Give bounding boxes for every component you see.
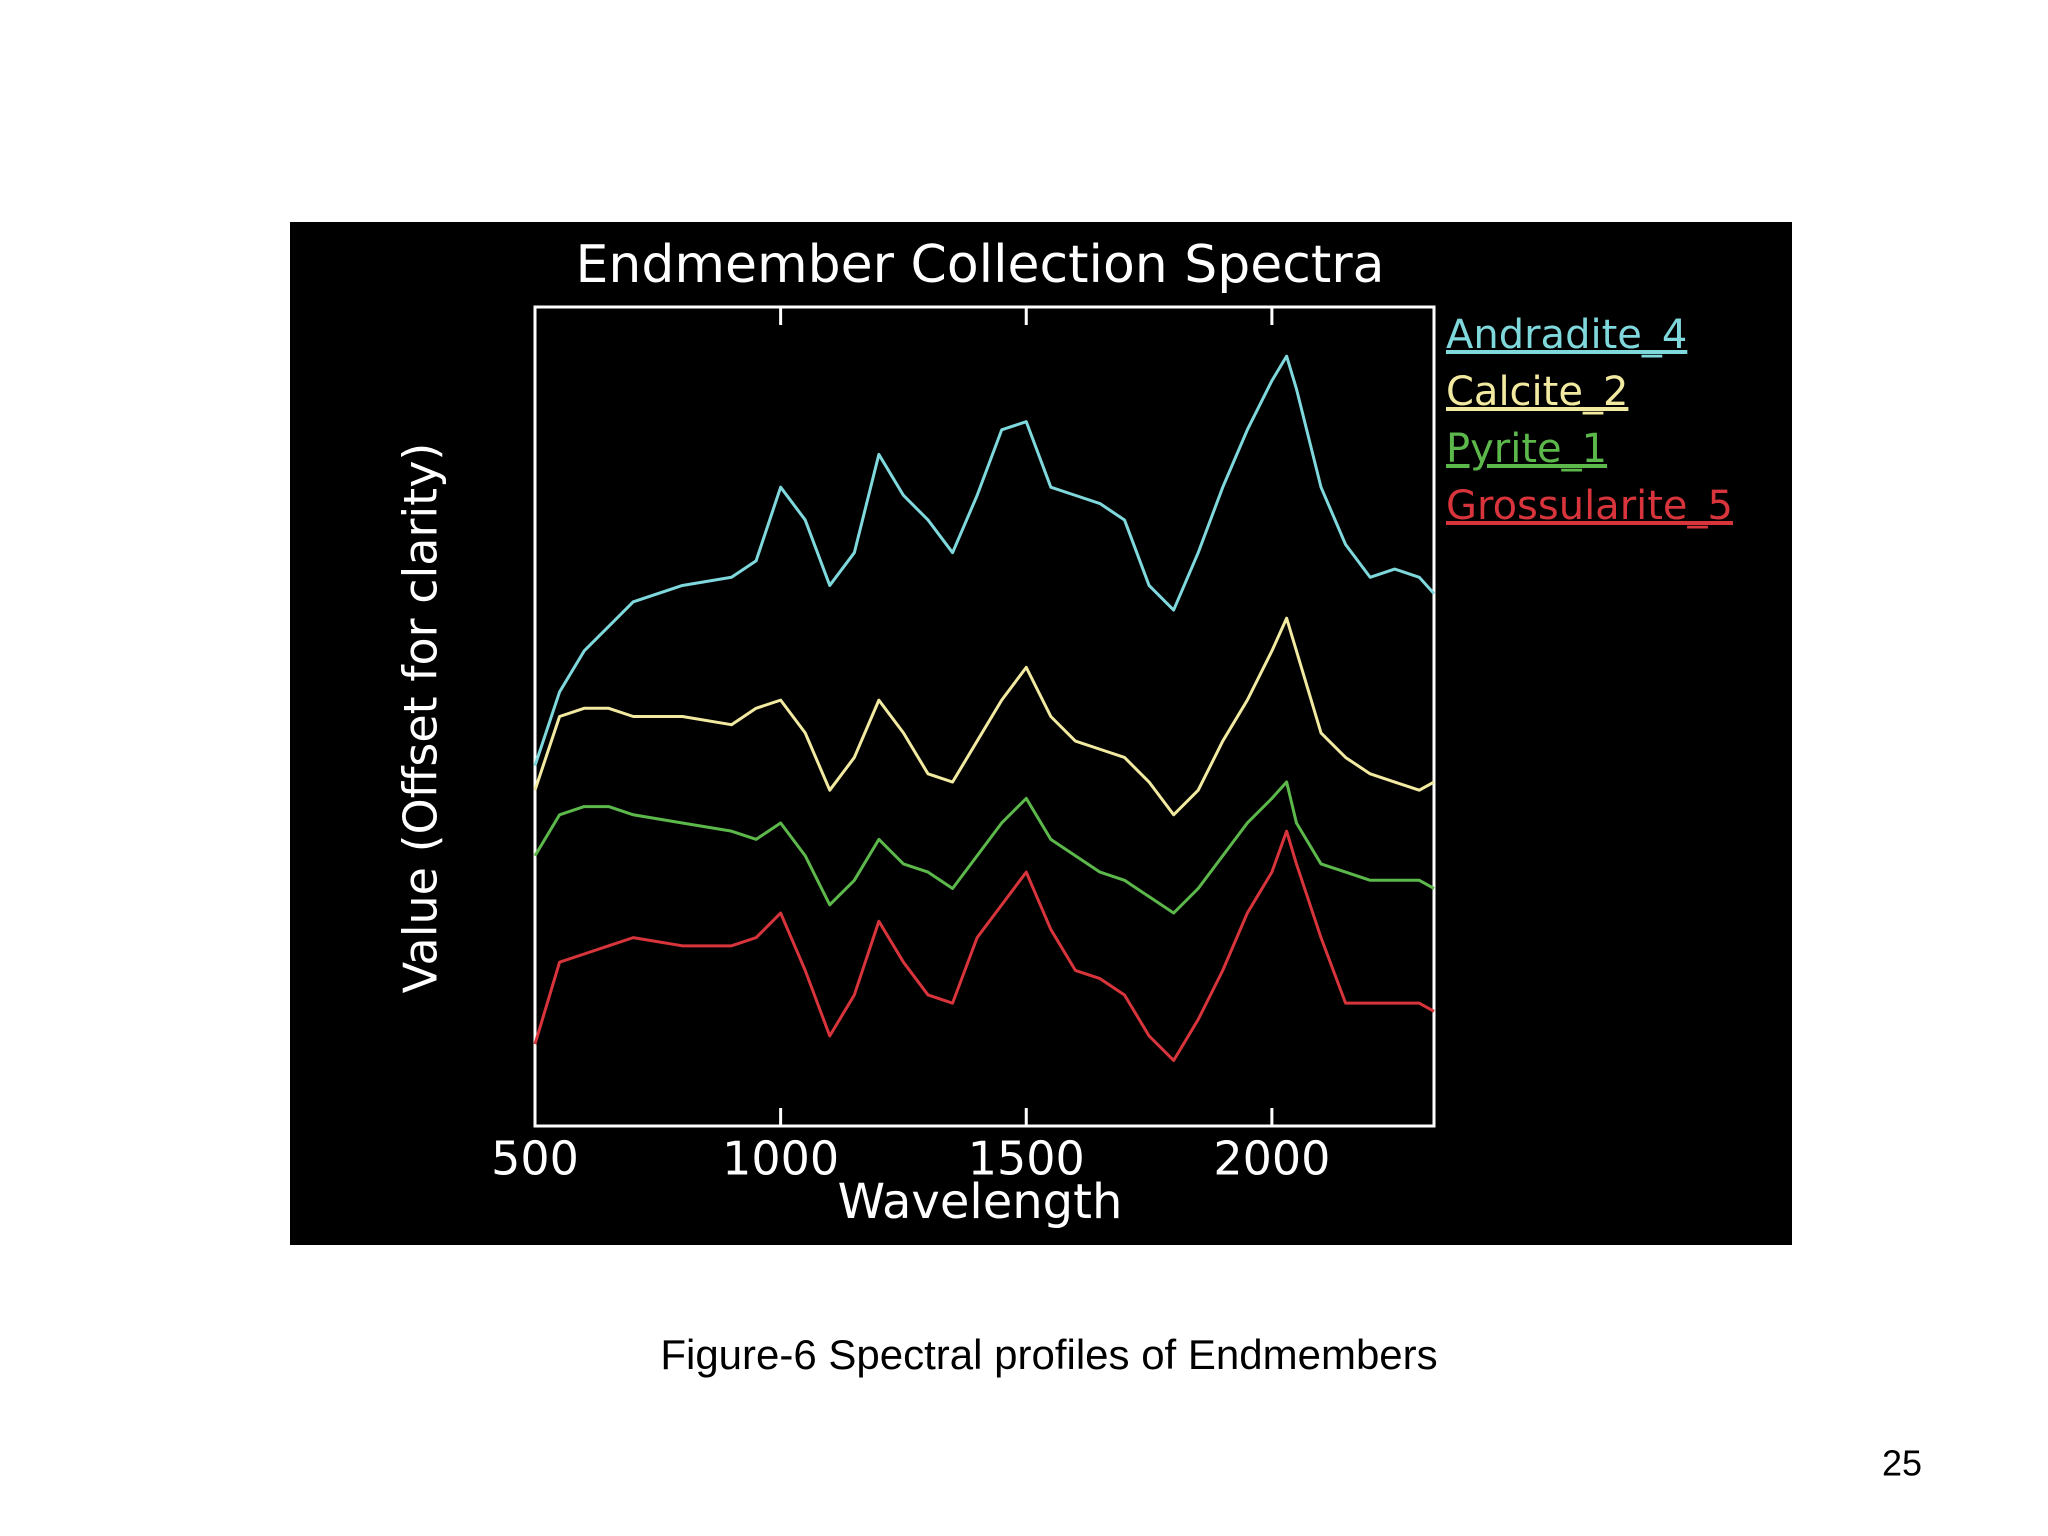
page-number: 25 (1882, 1443, 1922, 1484)
caption: Figure-6 Spectral profiles of Endmembers (660, 1331, 1437, 1378)
legend-label: Grossularite_5 (1446, 483, 1733, 529)
chart-background (290, 222, 1792, 1245)
legend-label: Pyrite_1 (1446, 426, 1607, 472)
y-axis-label: Value (Offset for clarity) (394, 443, 448, 994)
spectrum-line (533, 616, 1435, 817)
legend-label: Calcite_2 (1446, 369, 1628, 415)
x-tick-label: 500 (491, 1132, 579, 1186)
x-tick-label: 1500 (968, 1132, 1085, 1186)
spectrum-line (533, 829, 1435, 1062)
x-tick-label: 2000 (1213, 1132, 1330, 1186)
chart-title: Endmember Collection Spectra (576, 235, 1385, 295)
plot-frame (533, 305, 1436, 1128)
spectrum-line (533, 780, 1435, 915)
spectrum-line (533, 354, 1436, 767)
x-axis-label: Wavelength (838, 1174, 1123, 1230)
legend-label: Andradite_4 (1446, 312, 1687, 358)
x-tick-label: 1000 (722, 1132, 839, 1186)
